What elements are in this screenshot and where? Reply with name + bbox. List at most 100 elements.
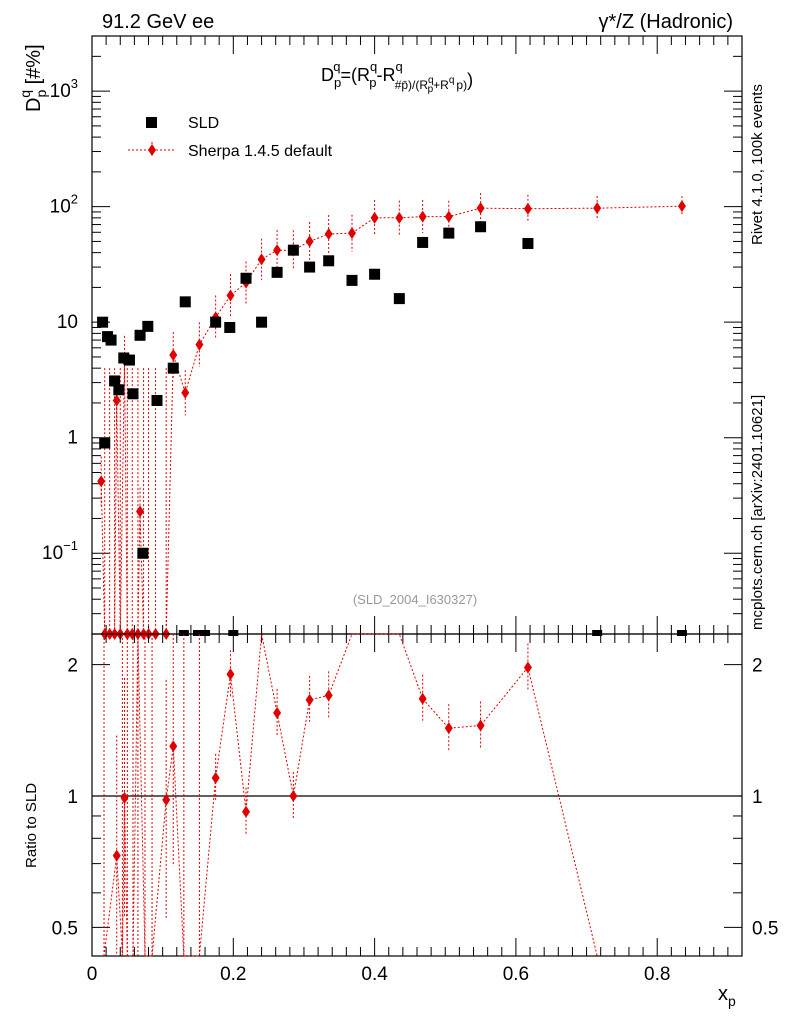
ratio-connector-line	[103, 633, 598, 957]
sld-point	[346, 274, 358, 286]
sherpa-point	[169, 348, 178, 361]
legend: SLD Sherpa 1.4.5 default	[128, 115, 333, 160]
sherpa-point	[324, 227, 333, 240]
sherpa-point	[273, 244, 282, 257]
sld-empty-bin	[192, 630, 203, 636]
legend-sherpa-marker	[148, 144, 156, 156]
title-sup-q3: q	[395, 59, 402, 74]
sld-point	[393, 293, 405, 305]
title-rest: /(R	[412, 78, 428, 92]
sherpa-point	[181, 386, 190, 399]
watermark: (SLD_2004_I630327)	[353, 592, 477, 607]
sld-point	[99, 437, 111, 449]
ylabel-sup: q	[17, 90, 33, 98]
title-sup-q4: q	[428, 75, 434, 86]
sherpa-point	[677, 200, 686, 213]
sherpa-point	[395, 211, 404, 224]
sld-point	[369, 268, 381, 280]
tick-exponent: 2	[71, 192, 78, 207]
sherpa-point	[444, 210, 453, 223]
main-y-tick-label: 103	[50, 76, 78, 102]
sherpa-point	[418, 210, 427, 223]
sld-point	[134, 329, 146, 341]
sld-point	[224, 321, 236, 333]
sherpa-point	[195, 338, 204, 351]
sherpa-point	[305, 235, 314, 248]
legend-sld-marker	[146, 117, 157, 128]
ratio-point	[444, 722, 453, 735]
sherpa-point	[476, 202, 485, 215]
sld-point	[304, 261, 316, 273]
sherpa-point	[348, 227, 356, 240]
sherpa-point	[523, 202, 532, 215]
main-axis-ticks	[91, 35, 743, 635]
sherpa-point	[370, 211, 379, 224]
ratio-axis-ticks	[91, 634, 743, 956]
sld-point	[137, 547, 149, 559]
title-minus: -R	[376, 65, 395, 85]
ratio-y-tick-labels: 0.5 0.5 1 1 2 2	[52, 656, 779, 940]
main-y-tick-label: 10−1	[42, 538, 78, 564]
sld-point	[167, 362, 179, 374]
tick-base: 10	[57, 312, 78, 333]
sld-point	[443, 227, 455, 239]
sld-empty-bin	[200, 630, 211, 636]
header-energy: 91.2 GeV ee	[102, 11, 214, 33]
legend-sld-label: SLD	[188, 115, 219, 132]
sld-point	[105, 334, 117, 346]
ratio-y-tick-label-right: 2	[752, 656, 763, 677]
header-process: γ*/Z (Hadronic)	[599, 11, 733, 33]
sherpa-point	[226, 289, 235, 302]
sld-point	[417, 236, 429, 248]
ratio-point	[242, 805, 251, 818]
sld-point	[240, 272, 252, 284]
ratio-point	[112, 849, 121, 862]
ratio-y-tick-label-right: 1	[752, 787, 763, 808]
sherpa-point	[136, 505, 145, 518]
sld-point	[118, 352, 130, 364]
title-sup-q: q	[333, 59, 340, 74]
sld-empty-bin	[676, 630, 687, 636]
title-close: p)	[456, 78, 467, 92]
tick-base: 10	[50, 81, 71, 102]
xlabel-sub: p	[728, 993, 736, 1009]
x-tick-labels: 0 0.2 0.4 0.6 0.8	[87, 964, 671, 985]
ratio-series	[103, 633, 598, 957]
sld-point	[287, 244, 299, 256]
xlabel-x: x	[718, 983, 728, 1005]
sld-point	[256, 316, 268, 328]
title-d: D	[321, 65, 334, 85]
sld-point	[522, 237, 534, 249]
ratio-y-tick-label-right: 0.5	[752, 918, 778, 939]
sld-empty-bin	[178, 630, 189, 636]
sld-series	[97, 221, 687, 636]
ratio-y-tick-label-left: 0.5	[52, 918, 78, 939]
tick-base: 1	[67, 428, 78, 449]
sld-point	[210, 316, 222, 328]
tick-exponent: −1	[63, 538, 78, 553]
sld-empty-bin	[228, 630, 239, 636]
sld-point	[113, 384, 125, 396]
sherpa-series	[97, 193, 686, 640]
main-y-tick-label: 102	[50, 192, 78, 218]
sld-point	[323, 255, 335, 267]
main-y-label-text: Dpq [#%]	[17, 44, 49, 112]
ratio-point	[162, 793, 171, 806]
ratio-point	[324, 689, 333, 702]
sld-point	[271, 266, 283, 278]
ratio-point	[523, 661, 532, 674]
x-tick-label: 0.2	[220, 964, 246, 985]
sld-point	[97, 316, 109, 328]
sld-point	[475, 221, 487, 233]
x-tick-label: 0.8	[644, 964, 670, 985]
ratio-y-label: Ratio to SLD	[23, 783, 40, 868]
sld-point	[142, 320, 154, 332]
title-eq: =(R	[340, 65, 370, 85]
ylabel-d: D	[23, 98, 45, 112]
ratio-point	[305, 693, 314, 706]
title-sup-q2: q	[370, 59, 377, 74]
sld-point	[151, 394, 163, 406]
title-sub-p2: p	[369, 75, 376, 90]
